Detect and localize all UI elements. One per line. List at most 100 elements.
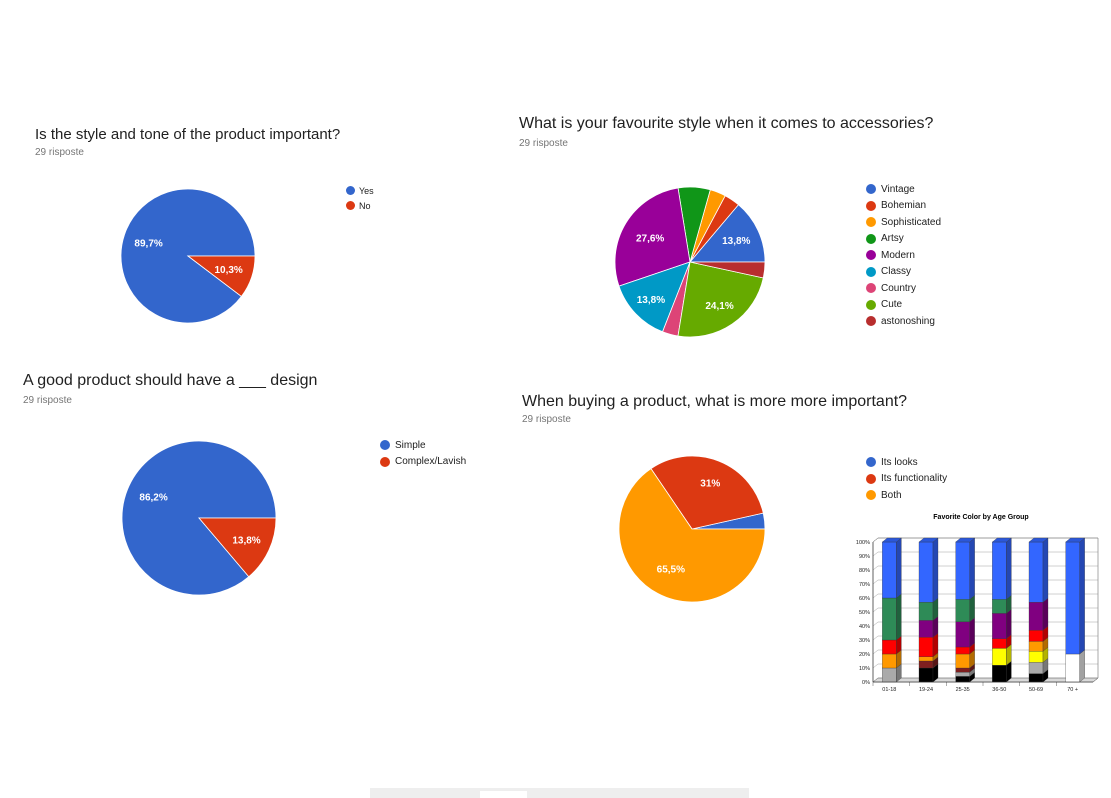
legend-label: Cute [881, 299, 903, 311]
y-tick-label: 10% [859, 666, 870, 672]
bar-segment [1028, 641, 1044, 652]
y-tick-label: 30% [859, 638, 870, 644]
bar-segment-side [1079, 649, 1085, 683]
bar-top [955, 537, 976, 543]
legend-swatch [866, 283, 876, 294]
pie-slice-cute [677, 261, 764, 338]
bar-segment-side [969, 537, 975, 600]
pie-chart-style-tone: 89,7% 10,3% [120, 188, 256, 324]
pie-data-label: 13,8% [722, 236, 750, 247]
pie-labels: 13,8% 27,6% 13,8% 24,1% [636, 234, 751, 312]
pie-slice-both [618, 468, 766, 603]
bar-segment-side [1006, 537, 1012, 600]
x-tick-label: 19-24 [919, 687, 933, 693]
bar-top [1028, 537, 1049, 543]
pie-data-label: 86,2% [139, 492, 167, 503]
bar-segment [918, 660, 934, 669]
pie-labels: 31% 65,5% [657, 478, 721, 575]
bar-segment [918, 541, 934, 603]
y-tick-label: 50% [859, 610, 870, 616]
question-title: Is the style and tone of the product imp… [35, 126, 341, 143]
x-tick-label: 50-69 [1029, 687, 1043, 693]
legend-item: Vintage [866, 181, 941, 198]
legend-swatch [866, 233, 876, 244]
legend-swatch [866, 473, 876, 484]
pie-data-label: 31% [700, 478, 720, 489]
bar-top [918, 537, 939, 543]
bar-segment [1065, 541, 1080, 655]
bar-segment [955, 672, 970, 677]
legend-label: Simple [395, 439, 426, 451]
bar-segment [992, 541, 1007, 600]
bar-segment [1028, 651, 1044, 663]
legend-label: Sophisticated [881, 216, 942, 228]
pie-slices [614, 186, 766, 338]
legend-item: Its functionality [866, 471, 947, 488]
horizontal-scrollbar[interactable] [370, 788, 749, 798]
bar-segment [955, 653, 970, 669]
bar-segment-side [1006, 609, 1012, 639]
bar-segment [955, 646, 970, 655]
bar-segment [882, 667, 897, 683]
bar-segment-side [969, 595, 975, 623]
stacked-bar-19-24 [918, 537, 939, 683]
bar-segment [918, 602, 934, 621]
bar-segment [1028, 541, 1044, 603]
stacked-bar-36-50 [991, 537, 1012, 683]
bar-segment [955, 676, 970, 683]
bar-segment [1028, 602, 1044, 631]
legend-swatch [380, 440, 390, 451]
response-count: 29 risposte [519, 138, 568, 149]
y-tick-label: 70% [859, 582, 870, 588]
legend-item: Country [866, 280, 941, 297]
scrollbar-thumb[interactable] [480, 791, 527, 798]
response-count: 29 risposte [35, 147, 84, 158]
pie-data-label: 27,6% [636, 234, 664, 245]
legend-item: Both [866, 487, 947, 504]
stacked-bar-25-35 [955, 537, 976, 683]
legend-label: Yes [359, 185, 374, 196]
bar-segment [992, 648, 1007, 666]
y-tick-label: 0% [862, 680, 870, 686]
stacked-bar-01-18 [881, 537, 902, 683]
bar-segment-side [896, 593, 902, 641]
pie-slices [121, 440, 277, 596]
response-count: 29 risposte [23, 395, 72, 406]
legend-design: Simple Complex/Lavish [380, 437, 466, 470]
legend-swatch [866, 316, 876, 327]
bar-segment [992, 665, 1007, 683]
bar-segment [918, 620, 934, 638]
pie-slice-complex-lavish [198, 517, 277, 578]
bar-segment-side [1079, 537, 1085, 655]
x-tick-label: 36-50 [992, 687, 1006, 693]
pie-data-label: 10,3% [214, 265, 242, 276]
bar-segment [1028, 673, 1044, 683]
legend-item: Artsy [866, 231, 941, 248]
legend-swatch [866, 490, 876, 501]
y-tick-label: 40% [859, 624, 870, 630]
bar-segment [955, 541, 970, 600]
pie-data-label: 89,7% [134, 238, 162, 249]
bar-segment-side [896, 537, 902, 599]
bar-segment [882, 541, 897, 599]
bar-segment [882, 639, 897, 655]
pie-slice-its-functionality [650, 455, 764, 530]
bar-segment [992, 638, 1007, 649]
legend-swatch [866, 299, 876, 310]
bar-segment-side [969, 617, 975, 648]
legend-label: Its looks [881, 456, 918, 468]
y-tick-label: 60% [859, 596, 870, 602]
legend-item: Its looks [866, 454, 947, 471]
legend-label: Country [881, 282, 917, 294]
x-tick-label: 70 + [1067, 687, 1078, 693]
x-tick-label: 01-18 [882, 687, 896, 693]
bar-segment [918, 637, 934, 657]
legend-label: No [359, 200, 371, 211]
question-title: What is your favourite style when it com… [519, 115, 934, 132]
legend-item: Classy [866, 264, 941, 281]
y-gridlines [872, 537, 1098, 683]
legend-label: Both [881, 489, 902, 501]
legend-swatch [866, 457, 876, 468]
bar-segment [882, 597, 897, 641]
pie-slice-vintage [689, 204, 766, 263]
